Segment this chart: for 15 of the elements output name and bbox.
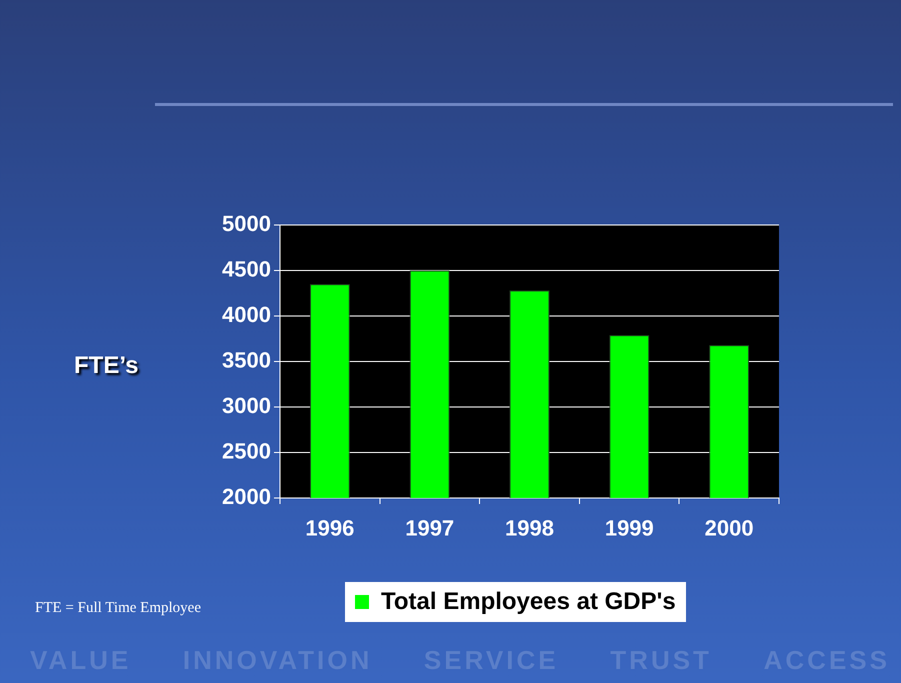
x-tick-label: 1996 <box>305 515 354 540</box>
y-axis-title: FTE’s <box>74 352 138 380</box>
x-tick-label: 1997 <box>405 515 454 540</box>
y-tick-label: 4500 <box>222 256 271 282</box>
y-tick-label: 3000 <box>222 393 271 418</box>
y-tick-label: 2500 <box>222 438 271 464</box>
x-tick-label: 2000 <box>704 515 754 540</box>
x-tick-label: 1999 <box>604 515 654 540</box>
x-tick-label: 1998 <box>505 515 554 540</box>
y-tick-label: 5000 <box>222 211 271 236</box>
y-tick-label: 2000 <box>222 484 271 510</box>
text: FTE = Full Time Employee <box>35 600 201 617</box>
y-tick-label: 4000 <box>222 302 271 328</box>
y-tick-label: 3500 <box>222 348 271 373</box>
legend-label: Total Employees at GDP's <box>381 588 676 616</box>
